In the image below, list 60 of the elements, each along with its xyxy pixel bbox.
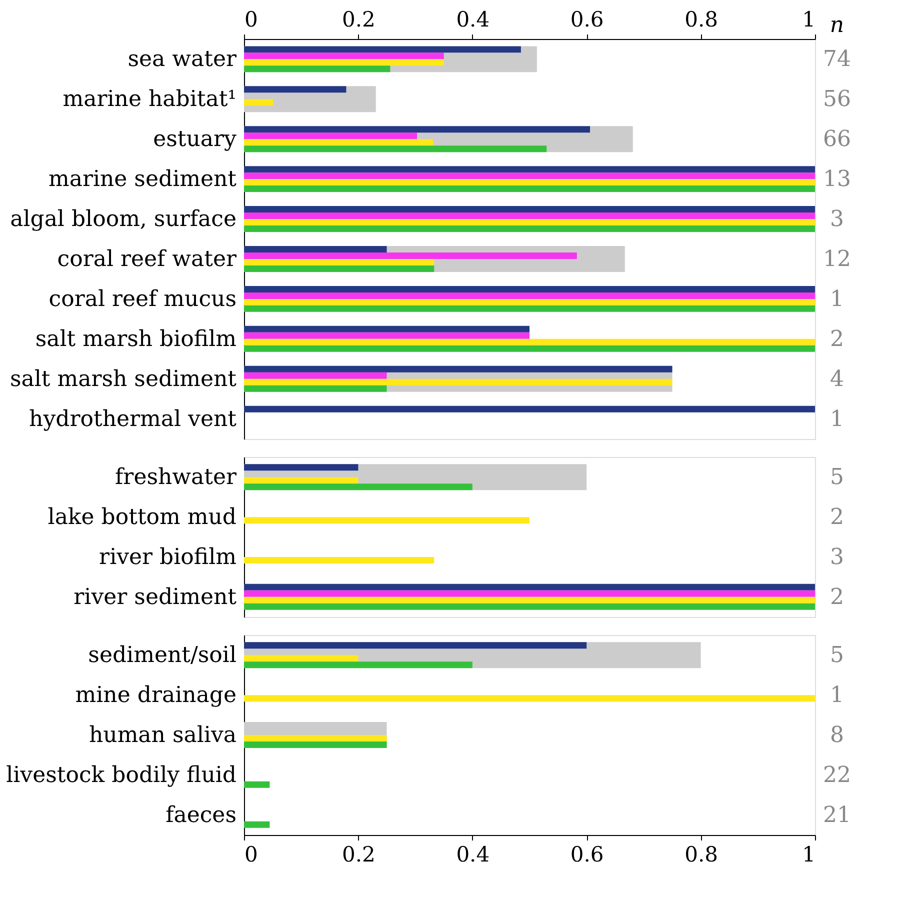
y-tick-label: sediment/soil: [88, 643, 236, 668]
y-tick-label: marine habitat¹: [62, 87, 236, 112]
y-tick-label: coral reef water: [57, 246, 237, 272]
y-tick-label: livestock bodily fluid: [6, 762, 236, 788]
text: 3: [830, 544, 844, 570]
text: 56: [823, 87, 851, 112]
bar: [244, 556, 434, 564]
text: 1: [830, 286, 844, 312]
text: 1: [830, 683, 844, 708]
text: n: [830, 13, 844, 38]
y-tick-label: salt marsh biofilm: [35, 326, 237, 352]
y-tick-label: algal bloom, surface: [10, 207, 236, 232]
x-tick-label: 0.6: [570, 842, 604, 866]
x-tick-label: 0: [244, 8, 258, 32]
bar: [244, 590, 815, 597]
text: 22: [823, 762, 851, 788]
bar: [244, 484, 472, 490]
x-tick-label: 0.8: [684, 8, 718, 32]
text: 4: [830, 366, 844, 392]
text: 66: [823, 127, 851, 152]
bar: [244, 464, 358, 471]
text: 3: [830, 207, 844, 232]
y-tick-label: freshwater: [115, 465, 237, 490]
text: 74: [823, 47, 851, 72]
y-tick-label: river biofilm: [99, 544, 237, 570]
text: 2: [830, 326, 844, 352]
text: 21: [823, 802, 851, 828]
y-tick-label: coral reef mucus: [48, 286, 236, 312]
x-tick-label: 0.4: [456, 842, 490, 866]
text: 13: [823, 167, 851, 192]
x-tick-label: 0.2: [342, 842, 376, 866]
x-tick-label: 0.8: [684, 842, 718, 866]
x-tick-label: 1: [802, 8, 816, 32]
x-tick-label: 1: [802, 842, 816, 866]
x-tick-label: 0: [244, 842, 258, 866]
text: 8: [830, 723, 844, 748]
x-tick-label: 0.6: [570, 8, 604, 32]
bar: [244, 517, 530, 524]
y-tick-label: marine sediment: [48, 167, 237, 192]
y-tick-label: human saliva: [88, 723, 236, 748]
y-tick-label: sea water: [128, 47, 237, 72]
bar: [244, 603, 815, 610]
y-tick-label: faeces: [166, 802, 236, 828]
x-tick-label: 0.4: [456, 8, 490, 32]
text: 12: [823, 246, 851, 272]
text: 1: [830, 406, 844, 432]
y-tick-label: river sediment: [74, 584, 237, 610]
text: 5: [830, 465, 844, 490]
x-tick-label: 0.2: [342, 8, 376, 32]
text: 5: [830, 643, 844, 668]
y-tick-label: mine drainage: [75, 683, 236, 708]
y-tick-label: estuary: [153, 127, 238, 152]
y-tick-label: lake bottom mud: [48, 505, 236, 530]
text: 2: [830, 584, 844, 610]
bar: [244, 596, 815, 604]
y-tick-label: salt marsh sediment: [10, 366, 237, 392]
bar: [244, 477, 358, 484]
y-tick-label: hydrothermal vent: [29, 406, 237, 432]
bar: [244, 584, 815, 590]
text: 2: [830, 505, 844, 530]
